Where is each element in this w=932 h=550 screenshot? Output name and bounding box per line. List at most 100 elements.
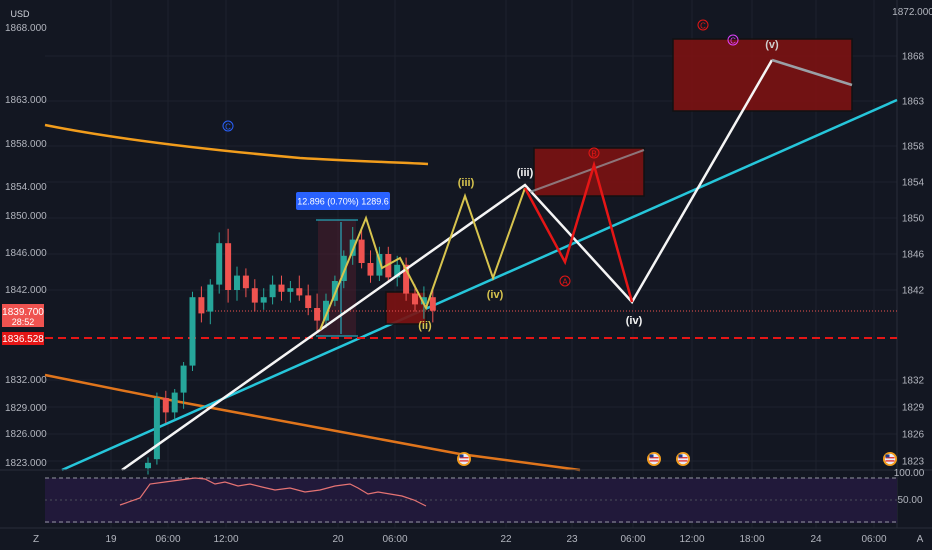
candle-body [198, 297, 205, 314]
candle-body [340, 255, 347, 281]
marked-level-tag [2, 332, 44, 345]
us-flag-icon[interactable] [647, 452, 661, 466]
candle-body [260, 297, 267, 303]
currency-label: USD [10, 9, 30, 19]
price-axis-label: 1832 [902, 376, 925, 387]
yellow-subwave-line [319, 187, 526, 331]
left-price-label: 1868.000 [5, 23, 47, 34]
candle-body [331, 281, 338, 301]
wave-label-v-white: (v) [765, 39, 779, 51]
cyan-trend-line [61, 98, 898, 472]
left-price-labels: 1868.000 1863.000 1858.000 1854.000 1850… [5, 23, 47, 469]
price-axis-label: 1823 [902, 457, 925, 468]
oscillator-mid-label: 50.00 [897, 495, 922, 506]
candle-body [153, 398, 160, 460]
timezone-toggle[interactable]: Z [33, 534, 39, 545]
left-price-label: 1826.000 [5, 429, 47, 440]
oscillator-upper-label: 100.00 [894, 468, 925, 479]
price-axis-label: 1858 [902, 142, 925, 153]
time-label: 20 [332, 534, 344, 545]
wave-label-iii-white: (iii) [517, 167, 534, 179]
left-price-label: 1829.000 [5, 403, 47, 414]
time-label: 12:00 [213, 534, 238, 545]
us-flag-icon[interactable] [676, 452, 690, 466]
candle-body [296, 288, 303, 296]
candle-body [323, 300, 329, 321]
current-price-value: 1839.700 [2, 307, 44, 318]
candle-body [189, 297, 196, 366]
left-price-label: 1823.000 [5, 458, 47, 469]
candle-body [429, 297, 436, 311]
left-price-label: 1863.000 [5, 95, 47, 106]
candle-body [376, 254, 383, 276]
time-axis: 19 06:00 12:00 20 06:00 22 23 06:00 12:0… [105, 534, 887, 545]
price-axis-label: 1863 [902, 97, 925, 108]
wave-label-iv-yellow: (iv) [487, 289, 504, 301]
time-label: 06:00 [861, 534, 886, 545]
candle-body [278, 284, 285, 292]
left-price-label: 1850.000 [5, 211, 47, 222]
wave-label-ii-yellow: (ii) [418, 320, 432, 332]
red-corrective-wave [523, 160, 634, 303]
auto-scale-toggle[interactable]: A [917, 534, 924, 545]
time-label: 06:00 [620, 534, 645, 545]
wave-c-magenta-circle [727, 34, 739, 46]
candle-body [367, 263, 374, 276]
wave-label-iv-white: (iv) [626, 315, 643, 327]
price-axis-label: 1854 [902, 178, 925, 189]
marked-level-value: 1836.528 [2, 334, 44, 345]
wave-b-red-circle [588, 147, 600, 159]
candle-body [394, 264, 401, 278]
candle-body [269, 284, 276, 298]
price-axis-label: 1829 [902, 403, 925, 414]
candle-body [171, 392, 178, 413]
orange-ma-lower [44, 373, 581, 472]
grey-projection-line [771, 58, 853, 87]
wave-c-red-circle [697, 19, 709, 31]
time-label: 06:00 [382, 534, 407, 545]
left-price-label: 1854.000 [5, 182, 47, 193]
price-axis-label: 1846 [902, 250, 925, 261]
current-price-tag [2, 304, 44, 327]
left-price-label: 1858.000 [5, 139, 47, 150]
time-axis-background [0, 528, 932, 550]
time-label: 22 [500, 534, 512, 545]
wave-label-iii-yellow: (iii) [458, 177, 475, 189]
left-price-label: 1846.000 [5, 248, 47, 259]
candle-body [180, 365, 187, 393]
us-flag-icon[interactable] [457, 452, 471, 466]
price-axis-label: 1868 [902, 52, 925, 63]
wave-label-c-blue: C [225, 123, 231, 132]
price-axis-label: 1850 [902, 214, 925, 225]
white-wave-line [121, 59, 774, 472]
time-label: 12:00 [679, 534, 704, 545]
time-label: 06:00 [155, 534, 180, 545]
candle-body [287, 288, 294, 292]
us-flag-icon[interactable] [883, 452, 897, 466]
wave-label-c-magenta: C [730, 37, 736, 46]
candle-body [305, 295, 312, 308]
currency-badge[interactable] [2, 7, 38, 21]
candle-body [216, 243, 223, 285]
candle-body [385, 254, 392, 278]
candle-body [403, 264, 410, 294]
countdown-value: 28:52 [12, 317, 35, 327]
time-label: 24 [810, 534, 822, 545]
time-label: 19 [105, 534, 117, 545]
measure-tooltip-text: 12.896 (0.70%) 1289.6 [297, 197, 389, 207]
measure-tooltip [296, 192, 390, 210]
grey-projection-mid [529, 149, 645, 193]
candle-body [162, 398, 169, 413]
candle-body [234, 275, 240, 290]
wave-a-red-circle [559, 275, 571, 287]
wave-c-blue-circle [222, 120, 234, 132]
price-axis-label: 1842 [902, 286, 925, 297]
wave-label-b-red: B [591, 150, 596, 159]
time-label: 23 [566, 534, 578, 545]
candles-group [145, 227, 436, 475]
event-flags[interactable] [457, 452, 897, 466]
price-axis-top-label: 1872.000 [892, 7, 932, 18]
candle-body [349, 239, 356, 256]
candle-body [145, 462, 151, 469]
